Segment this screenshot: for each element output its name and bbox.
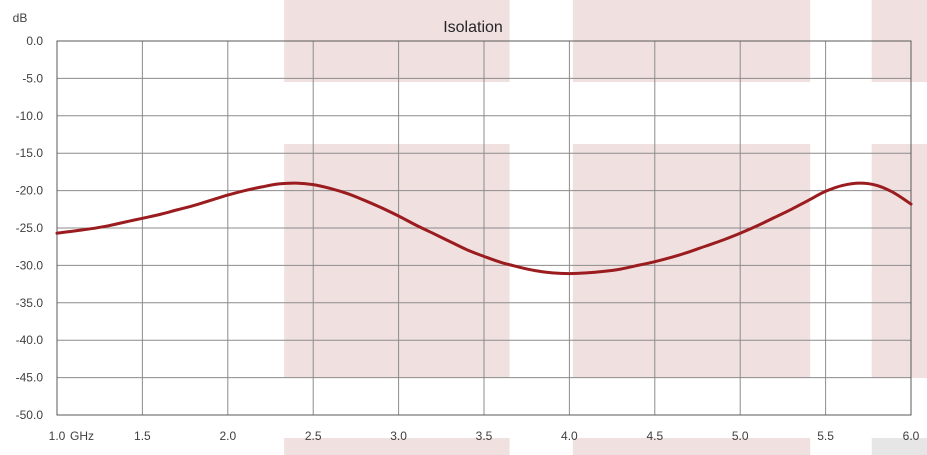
y-tick-label: -45.0 <box>16 371 44 385</box>
y-tick-label: -40.0 <box>16 333 44 347</box>
y-tick-label: -50.0 <box>16 408 44 422</box>
y-tick-label: -5.0 <box>22 71 43 85</box>
plot-area <box>56 40 912 416</box>
y-axis-tick-labels: 0.0 -5.0 -10.0 -15.0 -20.0 -25.0 -30.0 -35.0 -40… <box>16 34 44 422</box>
x-tick-label: 5.0 <box>732 429 749 443</box>
band-rect <box>871 144 927 378</box>
band-rect <box>572 144 811 378</box>
x-tick-label: 5.5 <box>817 429 834 443</box>
chart-title: Isolation <box>443 19 503 36</box>
y-tick-label: -25.0 <box>16 221 44 235</box>
x-axis-unit-label: GHz <box>70 429 94 443</box>
band-rect <box>572 438 811 455</box>
plot-border <box>56 40 912 416</box>
x-tick-label: 4.0 <box>561 429 578 443</box>
x-tick-label: 4.5 <box>646 429 663 443</box>
x-tick-label: 6.0 <box>903 429 920 443</box>
y-tick-label: -30.0 <box>16 258 44 272</box>
y-tick-label: -35.0 <box>16 296 44 310</box>
band-rect <box>284 144 510 378</box>
y-tick-label: 0.0 <box>26 34 43 48</box>
frequency-bands <box>284 0 927 455</box>
band-rect <box>871 438 927 455</box>
y-axis-unit-label: dB <box>13 11 28 25</box>
x-tick-label: 2.5 <box>305 429 322 443</box>
isolation-series-line <box>55 181 913 276</box>
x-tick-label: 2.0 <box>219 429 236 443</box>
x-tick-label: 3.5 <box>476 429 493 443</box>
band-rect <box>284 438 510 455</box>
data-series <box>55 181 913 276</box>
x-tick-label: 1.5 <box>134 429 151 443</box>
x-axis-tick-labels: 1.0 1.5 2.0 2.5 3.0 3.5 4.0 4.5 5.0 5.5 6.0 <box>49 429 920 443</box>
x-tick-label: 1.0 <box>49 429 66 443</box>
x-tick-label: 3.0 <box>390 429 407 443</box>
y-tick-label: -15.0 <box>16 146 44 160</box>
y-tick-label: -20.0 <box>16 184 44 198</box>
y-tick-label: -10.0 <box>16 109 44 123</box>
